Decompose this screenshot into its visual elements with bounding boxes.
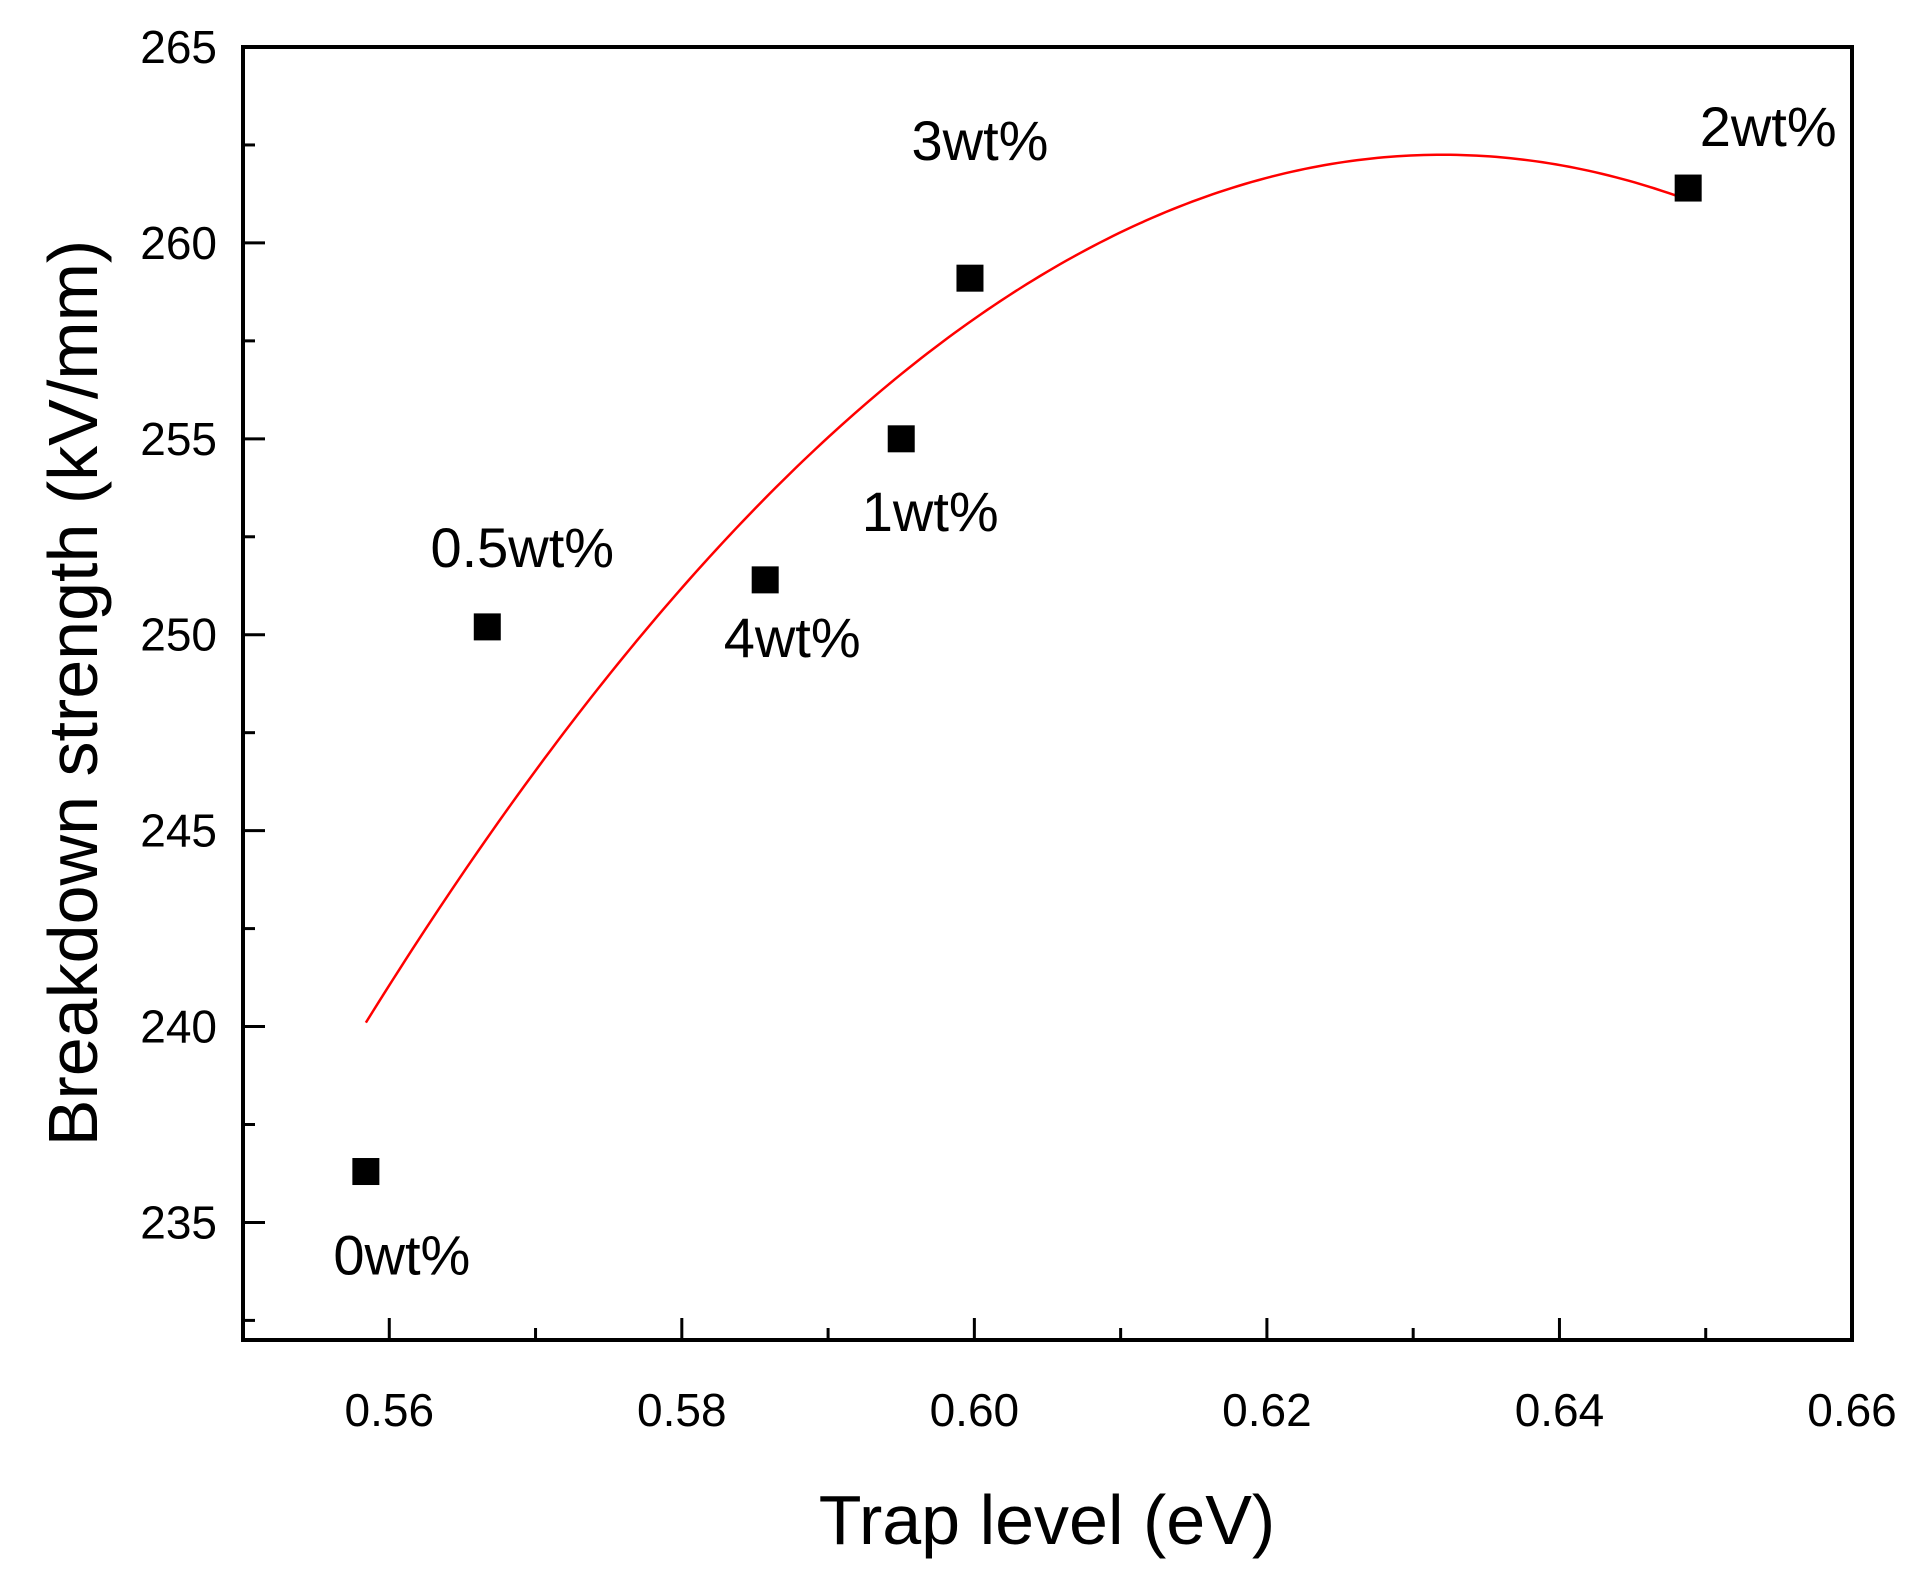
data-point-1wtpct [887,425,915,453]
data-point-0wtpct [352,1158,380,1186]
x-tick-label: 0.58 [637,1384,727,1436]
point-label: 4wt% [724,606,861,669]
point-label: 0wt% [333,1224,470,1287]
y-tick-label: 255 [140,413,217,465]
data-point-0-5wtpct [473,613,501,641]
x-axis-ticks [241,1318,1854,1340]
y-tick-label: 250 [140,609,217,661]
x-tick-label: 0.62 [1222,1384,1312,1436]
fit-curve [364,153,1689,1024]
y-axis-title: Breakdown strength (kV/mm) [34,240,112,1146]
data-point-4wtpct [751,566,779,594]
y-tick-label: 265 [140,21,217,73]
data-points [352,174,1702,1186]
point-label: 2wt% [1700,95,1837,158]
x-tick-label: 0.64 [1515,1384,1605,1436]
x-tick-label: 0.56 [345,1384,435,1436]
plot-frame [241,45,1854,1342]
data-point-3wtpct [956,264,984,292]
point-label: 3wt% [912,109,1049,172]
data-point-2wtpct [1674,174,1702,202]
y-axis-ticks [243,45,265,1322]
data-point-labels: 0wt% 0.5wt% 4wt%1wt% 3wt% 2wt% [333,95,1836,1286]
y-tick-label: 245 [140,805,217,857]
point-label: 0.5wt% [430,516,614,579]
x-tick-label: 0.60 [930,1384,1020,1436]
point-label: 1wt% [862,480,999,543]
x-axis-title: Trap level (eV) [819,1481,1275,1559]
x-axis-tick-labels: 0.56 0.58 0.60 0.62 0.64 0.66 [345,1384,1897,1436]
y-axis-tick-labels: 235 240 245 250 255 260 265 [140,21,217,1248]
y-tick-label: 240 [140,1001,217,1053]
y-tick-label: 260 [140,217,217,269]
y-tick-label: 235 [140,1196,217,1248]
x-tick-label: 0.66 [1807,1384,1897,1436]
